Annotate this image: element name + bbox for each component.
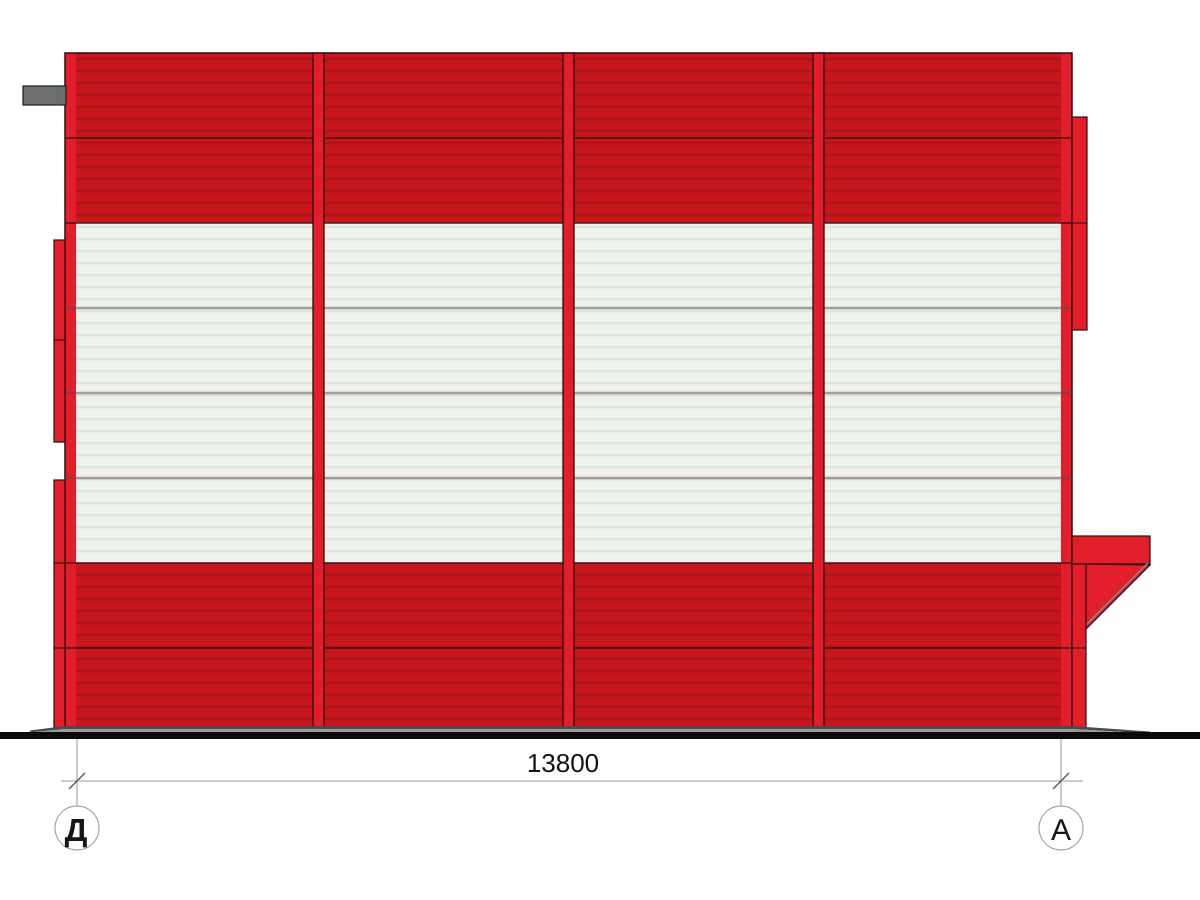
svg-text:13800: 13800 bbox=[527, 748, 599, 778]
svg-text:Д: Д bbox=[65, 812, 88, 848]
svg-text:A: A bbox=[1051, 814, 1071, 847]
